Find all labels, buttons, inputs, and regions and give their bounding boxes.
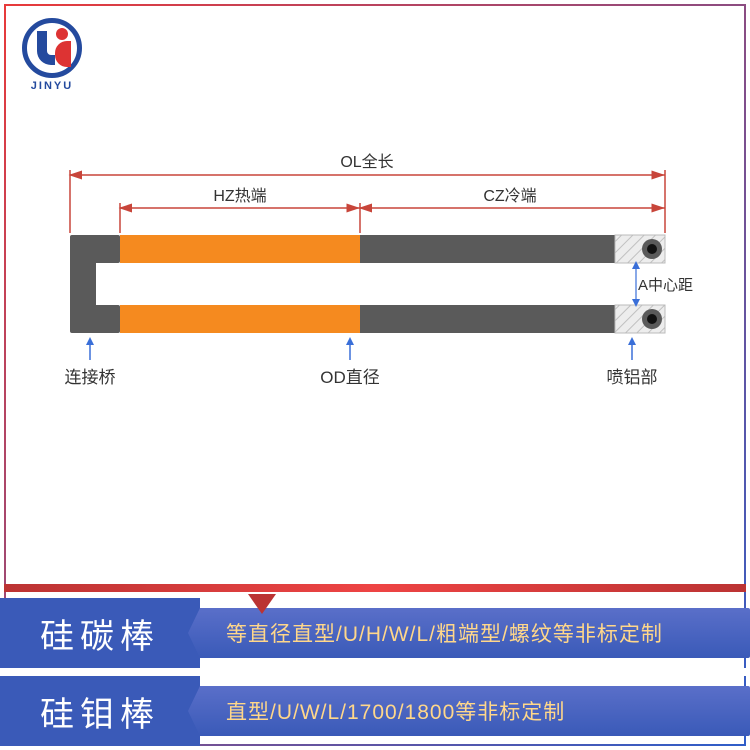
od-label-group: OD直径 bbox=[320, 337, 380, 387]
triangle-decor-icon bbox=[248, 594, 276, 614]
red-stripe bbox=[4, 584, 746, 592]
bottom-banners: 硅碳棒 等直径直型/U/H/W/L/粗端型/螺纹等非标定制 硅钼棒 直型/U/W… bbox=[0, 598, 750, 746]
bottom-rod bbox=[70, 305, 665, 333]
banner1-left: 硅碳棒 bbox=[0, 598, 200, 668]
banner2-right: 直型/U/W/L/1700/1800等非标定制 bbox=[188, 686, 750, 736]
bridge-label: 连接桥 bbox=[65, 368, 116, 387]
banner1-right: 等直径直型/U/H/W/L/粗端型/螺纹等非标定制 bbox=[188, 608, 750, 658]
ol-label: OL全长 bbox=[340, 153, 393, 171]
top-rod bbox=[70, 235, 665, 263]
hz-label: HZ热端 bbox=[213, 187, 266, 205]
logo-text: JINYU bbox=[22, 80, 82, 92]
a-center-label: A中心距 bbox=[638, 277, 693, 294]
u-rod-diagram: OL全长 HZ热端 CZ冷端 bbox=[70, 175, 680, 475]
logo: JINYU bbox=[22, 18, 82, 78]
cz-label: CZ冷端 bbox=[483, 187, 536, 205]
bridge bbox=[70, 235, 96, 333]
spray-label: 喷铝部 bbox=[607, 368, 658, 387]
banner2-left: 硅钼棒 bbox=[0, 676, 200, 746]
bridge-label-group: 连接桥 bbox=[65, 337, 116, 387]
spray-label-group: 喷铝部 bbox=[607, 337, 658, 387]
od-label: OD直径 bbox=[320, 368, 380, 387]
